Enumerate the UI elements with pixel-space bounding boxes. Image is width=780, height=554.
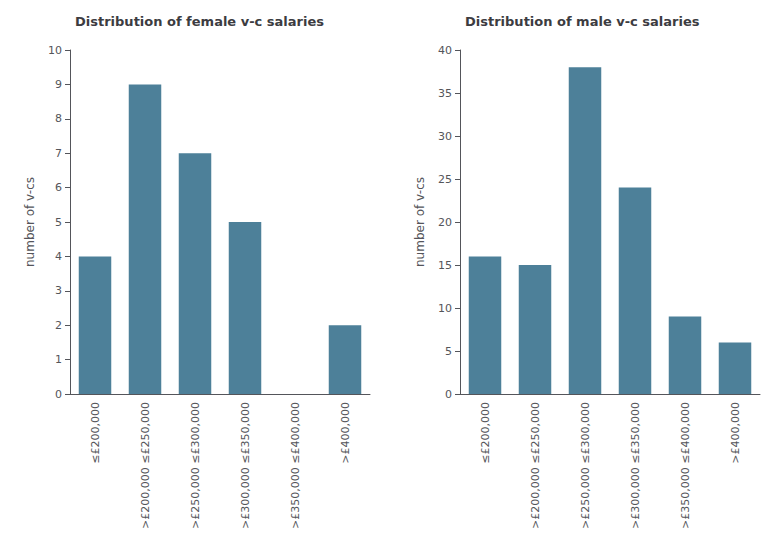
- svg-text:>£300,000 ≤£350,000: >£300,000 ≤£350,000: [629, 402, 642, 529]
- svg-text:10: 10: [438, 302, 452, 315]
- svg-text:9: 9: [55, 78, 62, 91]
- svg-text:4: 4: [55, 250, 62, 263]
- svg-text:number of v-cs: number of v-cs: [23, 177, 37, 267]
- svg-text:5: 5: [445, 345, 452, 358]
- svg-text:>£250,000 ≤£300,000: >£250,000 ≤£300,000: [189, 402, 202, 529]
- svg-text:>£200,000 ≤£250,000: >£200,000 ≤£250,000: [529, 402, 542, 529]
- svg-text:≤£200,000: ≤£200,000: [89, 402, 102, 464]
- svg-text:Distribution of female v-c sal: Distribution of female v-c salaries: [75, 14, 324, 29]
- svg-text:7: 7: [55, 147, 62, 160]
- svg-text:10: 10: [48, 44, 62, 57]
- svg-text:>£200,000 ≤£250,000: >£200,000 ≤£250,000: [139, 402, 152, 529]
- svg-text:number of v-cs: number of v-cs: [413, 177, 427, 267]
- svg-text:>£350,000 ≤£400,000: >£350,000 ≤£400,000: [289, 402, 302, 529]
- svg-text:>£350,000 ≤£400,000: >£350,000 ≤£400,000: [679, 402, 692, 529]
- svg-text:5: 5: [55, 216, 62, 229]
- svg-text:30: 30: [438, 130, 452, 143]
- svg-text:25: 25: [438, 173, 452, 186]
- svg-text:≤£200,000: ≤£200,000: [479, 402, 492, 464]
- svg-text:20: 20: [438, 216, 452, 229]
- svg-text:>£400,000: >£400,000: [339, 402, 352, 464]
- svg-text:8: 8: [55, 112, 62, 125]
- svg-text:6: 6: [55, 181, 62, 194]
- svg-text:2: 2: [55, 319, 62, 332]
- svg-text:15: 15: [438, 259, 452, 272]
- svg-text:>£300,000 ≤£350,000: >£300,000 ≤£350,000: [239, 402, 252, 529]
- svg-text:3: 3: [55, 284, 62, 297]
- svg-text:Distribution of male v-c salar: Distribution of male v-c salaries: [465, 14, 700, 29]
- svg-text:1: 1: [55, 353, 62, 366]
- svg-text:40: 40: [438, 44, 452, 57]
- svg-text:0: 0: [55, 388, 62, 401]
- svg-text:>£400,000: >£400,000: [729, 402, 742, 464]
- svg-text:35: 35: [438, 87, 452, 100]
- svg-text:>£250,000 ≤£300,000: >£250,000 ≤£300,000: [579, 402, 592, 529]
- svg-text:0: 0: [445, 388, 452, 401]
